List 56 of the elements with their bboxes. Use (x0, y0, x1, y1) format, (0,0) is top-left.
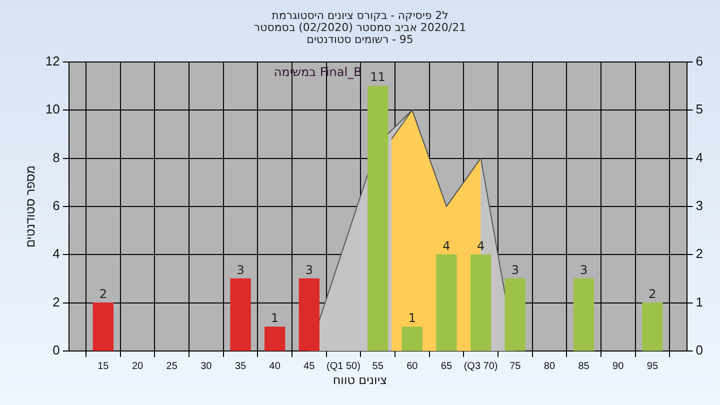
data-label: 3 (511, 262, 519, 277)
x-tick-label: (Q3 70) (464, 360, 498, 372)
y2-tick-label: 2 (696, 246, 704, 262)
y2-tick-label: 5 (696, 102, 704, 117)
bar (573, 278, 594, 351)
bar (230, 278, 251, 351)
y2-tick-label: 1 (696, 294, 704, 310)
data-label: 1 (271, 311, 279, 326)
x-tick-label: 40 (269, 360, 281, 372)
x-tick-label: 20 (132, 360, 144, 372)
data-label: 3 (305, 262, 313, 277)
chart-title: היסטוגרמת ציונים בקורס - פיסיקה 2ל (272, 9, 448, 22)
x-tick-label: 30 (200, 360, 212, 372)
y-tick-label: 0 (52, 342, 60, 358)
y2-tick-label: 0 (696, 342, 704, 358)
y2-tick-label: 6 (696, 54, 704, 69)
bar (298, 278, 320, 351)
y2-tick-label: 4 (696, 150, 704, 165)
y-axis-title: מספר סטודנטים (24, 165, 38, 248)
x-tick-label: 35 (234, 360, 246, 372)
x-tick-label: 25 (166, 360, 178, 372)
x-tick-label: (Q1 50) (326, 360, 360, 372)
bar (367, 86, 388, 351)
x-tick-label: 80 (544, 360, 556, 372)
data-label: 1 (408, 311, 416, 326)
y-tick-label: 8 (52, 150, 60, 165)
bar (470, 254, 492, 351)
bar (504, 278, 526, 351)
x-tick-label: 95 (646, 360, 658, 372)
data-label: 2 (648, 286, 656, 301)
y-tick-label: 10 (45, 102, 60, 117)
x-axis-title: טווח ציונים (332, 373, 388, 387)
data-label: 3 (236, 262, 244, 277)
x-tick-label: 45 (304, 360, 316, 372)
bar (402, 326, 422, 351)
bar (642, 302, 663, 351)
data-label: 4 (476, 238, 485, 253)
x-tick-label: 75 (510, 360, 522, 372)
y-tick-label: 6 (52, 198, 60, 214)
y-tick-label: 4 (52, 246, 60, 262)
x-tick-label: 90 (612, 360, 624, 372)
bar (264, 326, 286, 351)
data-label: 4 (442, 238, 450, 253)
data-label: 2 (99, 286, 108, 301)
bar (92, 302, 114, 351)
bar (436, 254, 457, 351)
x-tick-label: 65 (440, 360, 452, 372)
data-label: 3 (580, 262, 588, 277)
x-tick-label: 85 (578, 360, 590, 372)
x-tick-label: 55 (372, 360, 384, 372)
y2-tick-label: 3 (696, 198, 704, 214)
y-tick-label: 2 (52, 294, 60, 310)
x-tick-label: 15 (98, 360, 110, 372)
x-tick-label: 60 (406, 360, 418, 372)
data-label: 11 (370, 70, 386, 84)
y-tick-label: 12 (45, 54, 60, 69)
